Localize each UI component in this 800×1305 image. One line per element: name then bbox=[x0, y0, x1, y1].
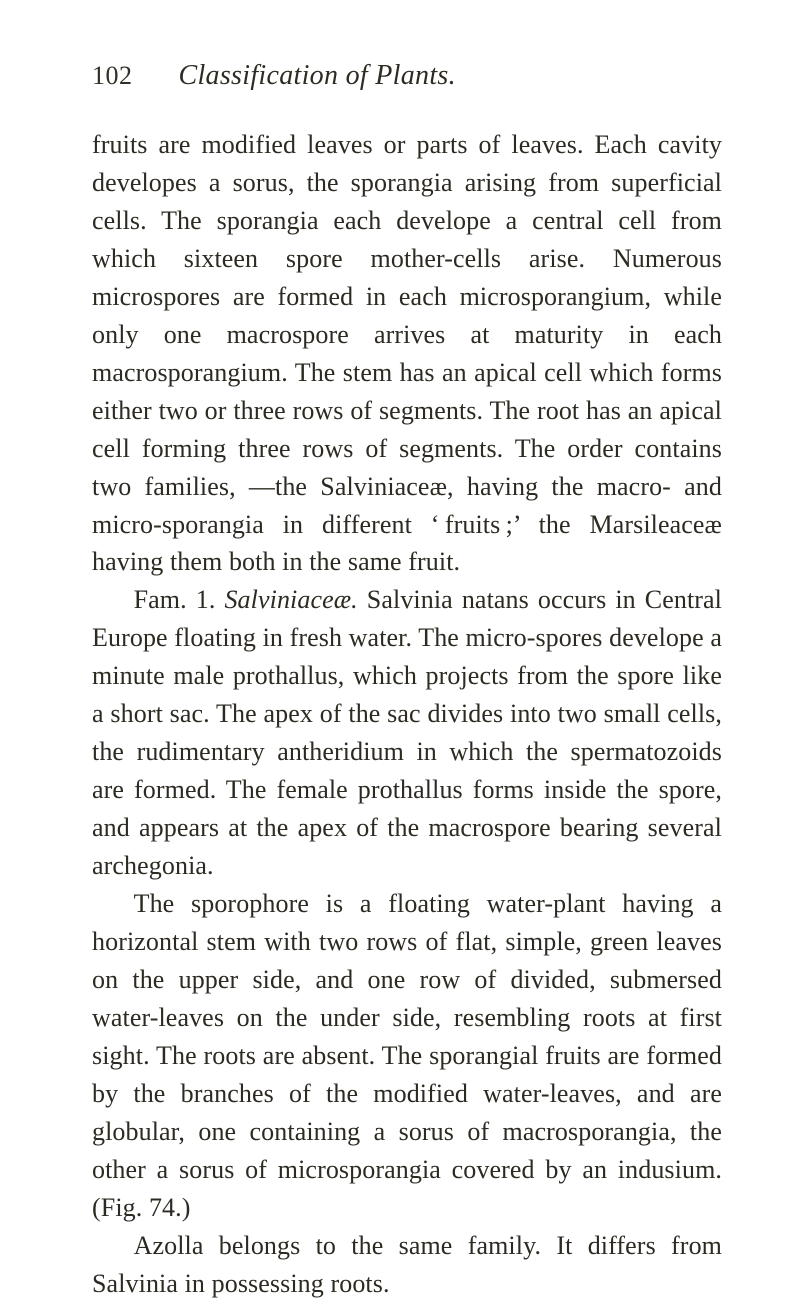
page-header: 102 Classification of Plants. bbox=[92, 60, 722, 92]
paragraph-2-rest: Salvinia natans occurs in Central Europe… bbox=[92, 585, 722, 880]
page: 102 Classification of Plants. fruits are… bbox=[0, 0, 800, 1305]
family-name-italic: Salviniaceæ. bbox=[224, 585, 357, 614]
paragraph-1: fruits are modified leaves or parts of l… bbox=[92, 126, 722, 581]
paragraph-3: The sporophore is a floating water-plant… bbox=[92, 885, 722, 1227]
body-text: fruits are modified leaves or parts of l… bbox=[92, 126, 722, 1303]
page-number: 102 bbox=[92, 61, 133, 91]
paragraph-2: Fam. 1. Salviniaceæ. Salvinia natans occ… bbox=[92, 581, 722, 885]
family-label: Fam. 1. bbox=[134, 585, 225, 614]
running-title: Classification of Plants. bbox=[179, 60, 456, 92]
paragraph-4: Azolla belongs to the same family. It di… bbox=[92, 1227, 722, 1303]
